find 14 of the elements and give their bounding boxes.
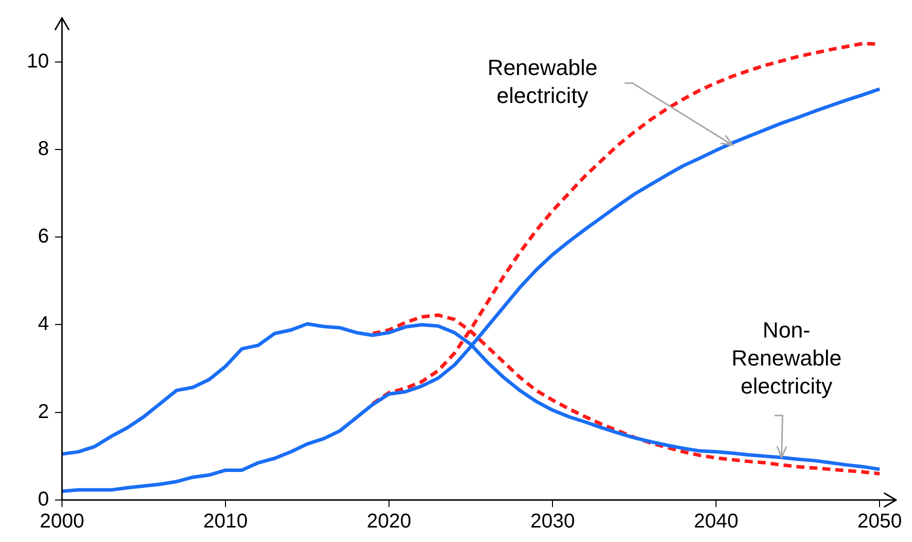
y-tick-label: 4 — [38, 313, 49, 336]
y-tick-label: 6 — [38, 226, 49, 248]
annotation: Non-Renewable electricity — [731, 318, 842, 399]
y-tick-label: 2 — [38, 400, 49, 423]
annotation: Renewable electricity — [487, 55, 598, 108]
x-tick-label: 2030 — [530, 510, 575, 533]
y-tick-label: 10 — [26, 50, 49, 72]
x-tick-label: 2040 — [694, 510, 738, 533]
x-tick-label: 2020 — [366, 510, 412, 533]
x-tick-label: 2050 — [857, 510, 902, 533]
x-tick-label: 2000 — [40, 510, 84, 533]
x-tick-label: 2010 — [203, 510, 248, 533]
y-tick-label: 8 — [38, 138, 49, 160]
y-tick-label: 0 — [38, 488, 49, 511]
